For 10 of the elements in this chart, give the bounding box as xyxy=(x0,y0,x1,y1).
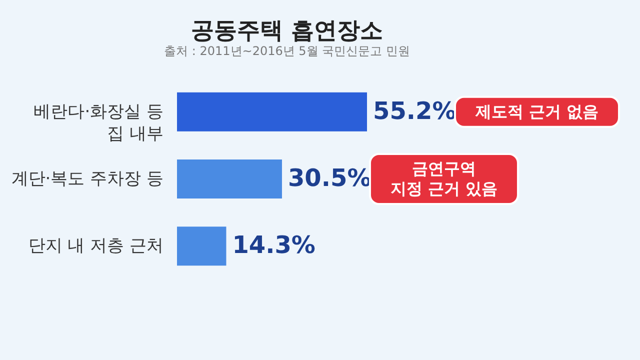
data-label: 14.3% xyxy=(232,231,316,260)
y-tick-label: 단지 내 저층 근처 xyxy=(28,236,164,256)
data-label: 30.5% xyxy=(288,164,372,192)
chart-subtitle: 출처 : 2011년~2016년 5월 국민신문고 민원 xyxy=(164,44,410,58)
text: 금연구역 지정 근거 있음 xyxy=(390,159,498,198)
y-tick-label: 베란다·화장실 등 집 내부 xyxy=(34,102,164,144)
chart-title: 공동주택 흡연장소 xyxy=(190,18,384,44)
data-label: 55.2% xyxy=(373,96,456,125)
y-tick-label: 계단·복도 주차장 등 xyxy=(11,169,164,189)
text: 제도적 근거 없음 xyxy=(474,102,599,121)
